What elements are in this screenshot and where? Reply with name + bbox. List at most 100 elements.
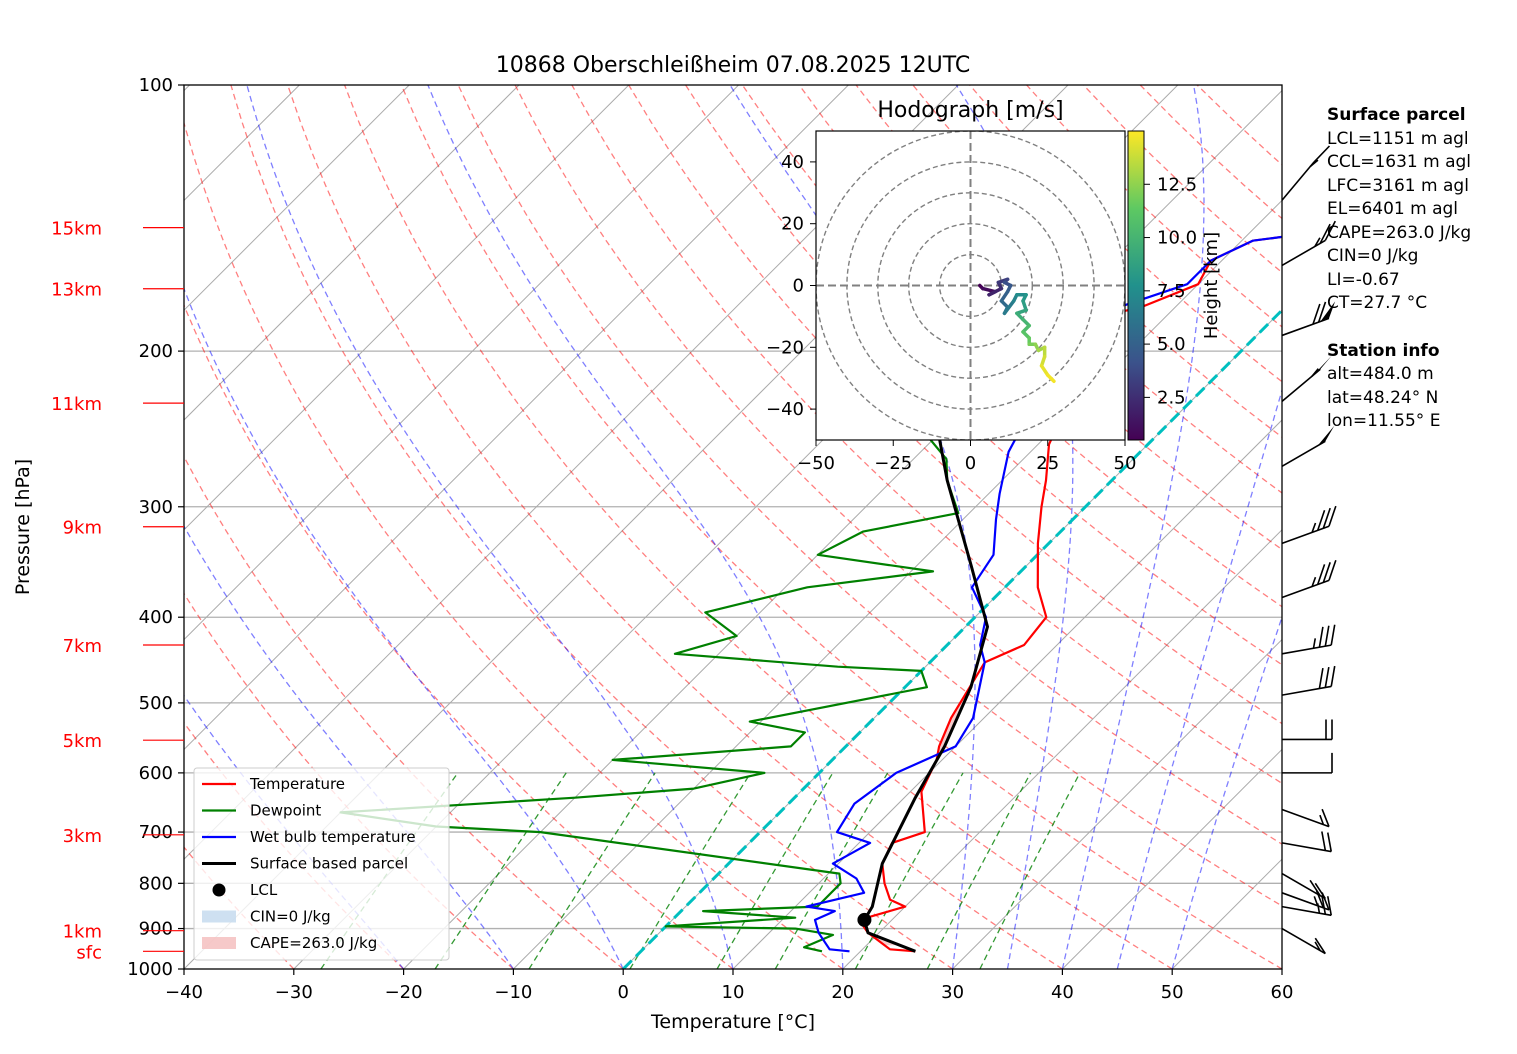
barb-half-flag [1314,941,1321,951]
isotherm-line [952,638,1282,969]
parcel-title: Surface parcel [1327,105,1466,125]
height-tick-label: 5km [63,731,102,752]
y-tick-label: 200 [139,341,173,362]
barb-flag [1316,564,1326,585]
isotherm-line [842,529,1282,969]
y-tick-label: 1000 [127,959,173,980]
barb-flag [1324,666,1330,688]
legend-label: Wet bulb temperature [250,828,416,846]
wind-barb [1282,752,1333,774]
hodograph-y-tick-label: 0 [793,276,804,297]
colorbar-label: Height [km] [1201,232,1222,339]
station-title: Station info [1327,340,1440,361]
barb-shaft [1281,525,1330,545]
barb-half-flag [1309,159,1319,168]
barb-flag [1319,223,1331,244]
barb-flag [1321,808,1330,827]
barb-pennant [1313,355,1332,376]
hodograph-segment [1046,373,1056,384]
barb-shaft [1281,842,1332,853]
barb-flag [1324,625,1330,647]
hodograph-segment [1002,299,1016,316]
x-tick-label: −10 [494,982,532,1003]
lcl-marker [857,912,872,927]
barb-shaft [1281,808,1330,828]
dry-adiabat [184,303,734,969]
y-tick-label: 100 [139,75,173,96]
station-line: alt=484.0 m [1327,364,1434,384]
wind-barb [1281,301,1336,337]
x-tick-label: 50 [1161,982,1184,1003]
barb-flag [1330,624,1336,646]
x-tick-label: 10 [722,982,745,1003]
x-tick-label: −30 [275,982,313,1003]
barb-shaft [1281,892,1330,911]
moist-adiabat [1116,388,1282,969]
moist-adiabat [427,85,844,969]
parcel-line: LI=-0.67 [1327,269,1400,290]
moist-adiabat [246,85,734,969]
barb-flag [1322,562,1331,583]
barb-flag [1326,832,1333,852]
legend-label: LCL [250,881,278,899]
height-tick-label: 9km [63,518,102,539]
parcel-line: CAPE=263.0 J/kg [1327,222,1472,243]
y-tick-label: 600 [139,763,173,784]
barb-flag [1328,505,1337,527]
legend-label: CAPE=263.0 J/kg [250,934,377,952]
legend-label: Dewpoint [250,802,321,820]
y-tick-label: 800 [139,873,173,894]
moist-adiabat [955,85,1074,969]
dry-adiabat [855,85,1282,494]
x-tick-label: −20 [385,982,423,1003]
barb-flag [1313,145,1331,163]
x-tick-label: −40 [165,982,203,1003]
isotherm-line [1062,748,1282,969]
barb-flag [1314,937,1326,954]
y-tick-label: 900 [139,919,173,940]
mixing-ratio-line [774,772,889,969]
x-tick-label: 30 [941,982,964,1003]
moist-adiabat [184,287,624,969]
barb-flag [1317,301,1327,323]
mixing-ratio-line [854,772,964,969]
isotherm-line [184,85,630,531]
barb-pennant [1320,301,1336,322]
y-tick-label: 700 [139,822,173,843]
barb-half-flag [1316,903,1321,914]
barb-shaft [1281,579,1330,599]
hodograph-y-tick-label: −20 [766,337,804,358]
mixing-ratio-line [434,772,567,969]
isotherm-line [184,85,739,641]
dry-adiabat [343,85,1173,969]
height-tick-label: 1km [63,922,102,943]
dry-adiabat [514,85,1282,845]
barb-pennant [1317,425,1335,446]
isotherm-line [184,85,410,311]
wind-barb [1281,665,1336,696]
colorbar-tick-label: 12.5 [1157,174,1197,195]
barb-shaft [1281,905,1332,917]
height-tick-label: sfc [76,942,102,963]
x-tick-label: 20 [831,982,854,1003]
isotherm-line [732,419,1282,969]
barb-flag [1315,890,1325,909]
y-tick-label: 400 [139,607,173,628]
barb-flag [1321,831,1327,851]
parcel-line: CIN=0 J/kg [1327,246,1419,266]
isotherm-line [513,199,1282,969]
colorbar-tick-label: 7.5 [1157,281,1186,302]
barb-half-flag [1311,522,1317,533]
cape-cin-fill [858,636,1032,946]
colorbar-tick-label: 10.0 [1157,228,1197,249]
hodograph-segment [999,289,1010,303]
height-tick-label: 7km [63,636,102,657]
barb-flag [1312,303,1321,325]
hodograph-x-tick-label: −50 [797,453,835,474]
hodograph-title: Hodograph [m/s] [877,98,1063,123]
hodograph: Hodograph [m/s] −50 −25 0 25 50 40 20 0 −20 −40 2.5… [766,98,1222,474]
hodograph-bg [816,131,1125,440]
height-tick-label: 3km [63,826,102,847]
wind-barb [1281,505,1337,545]
station-line: lat=48.24° N [1327,387,1439,408]
